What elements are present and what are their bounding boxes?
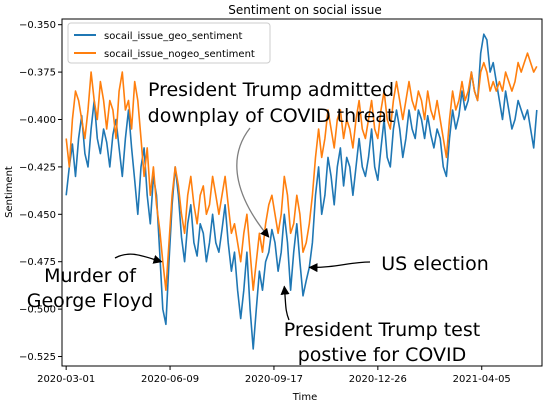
annotation-arrow [280, 285, 290, 321]
y-tick-label: −0.425 [19, 162, 56, 173]
y-tick-label: −0.500 [19, 305, 56, 316]
legend-box [67, 22, 271, 64]
y-tick-label: −0.475 [19, 257, 56, 268]
x-tick-label: 2020-06-09 [141, 374, 199, 385]
annotation-text: George Floyd [27, 290, 153, 312]
series-line-geo [65, 33, 538, 350]
y-tick-label: −0.525 [19, 352, 56, 363]
annotation-arrow [308, 261, 371, 273]
annotations: President Trump admitted downplay of COVI… [27, 79, 489, 366]
chart-title: Sentiment on social issue [228, 3, 381, 17]
annotation-text: downplay of COVID threat [148, 105, 395, 127]
x-axis-label: Time [292, 392, 317, 403]
x-tick-label: 2021-04-05 [453, 374, 511, 385]
annotation-text: postive for COVID [298, 344, 467, 366]
annotation-arrow [236, 127, 270, 238]
x-tick-label: 2020-03-01 [37, 374, 95, 385]
legend: socail_issue_geo_sentiment socail_issue_… [67, 22, 271, 64]
y-tick-label: −0.350 [19, 20, 56, 31]
y-axis-label: Sentiment [4, 166, 15, 218]
annotation-text: Murder of [44, 265, 137, 287]
annotation-text: President Trump admitted [148, 79, 394, 101]
plot-area [65, 33, 538, 350]
x-tick-label: 2020-12-26 [349, 374, 407, 385]
y-axis: −0.350 −0.375 −0.400 −0.425 −0.450 −0.475 −0.5… [19, 20, 62, 363]
x-axis: 2020-03-01 2020-06-09 2020-09-17 2020-12-26… [37, 366, 511, 385]
x-tick-label: 2020-09-17 [245, 374, 303, 385]
annotation-arrow [114, 253, 163, 264]
annotation-text: US election [381, 253, 489, 275]
annotation-text: President Trump test [284, 319, 480, 341]
legend-label-nogeo: socail_issue_nogeo_sentiment [104, 49, 255, 60]
y-tick-label: −0.400 [19, 115, 56, 126]
series-line-nogeo [65, 52, 538, 291]
y-tick-label: −0.450 [19, 210, 56, 221]
y-tick-label: −0.375 [19, 68, 56, 79]
legend-label-geo: socail_issue_geo_sentiment [104, 31, 242, 42]
axes-frame [61, 18, 543, 367]
